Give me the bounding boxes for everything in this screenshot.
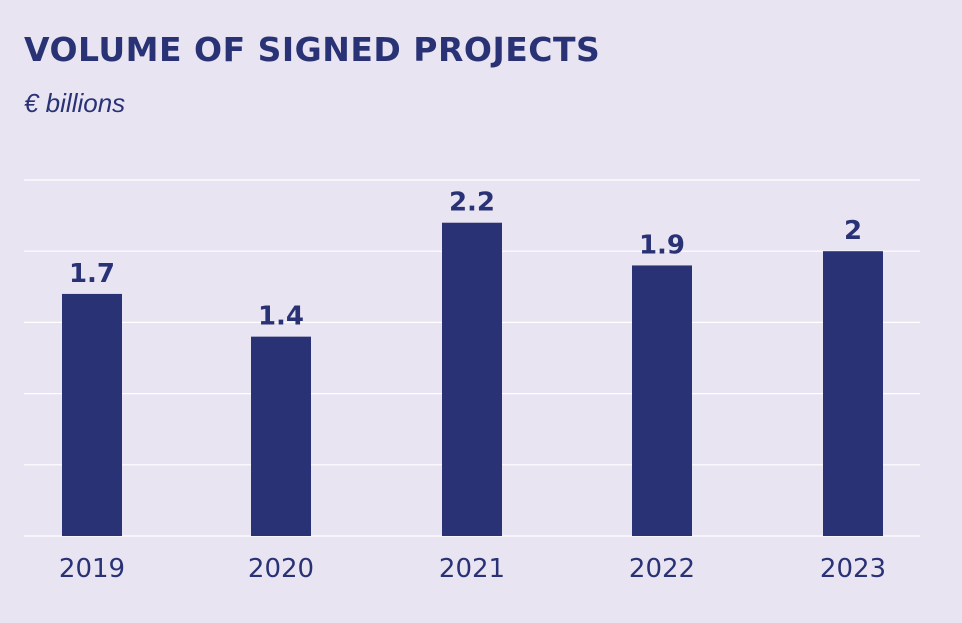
data-label: 1.7: [69, 259, 115, 289]
data-label: 1.4: [258, 302, 304, 332]
bar-2023: [823, 251, 883, 536]
x-tick-label: 2019: [59, 554, 125, 584]
x-tick-label: 2023: [820, 554, 886, 584]
chart-subtitle: € billions: [24, 88, 126, 118]
x-tick-label: 2020: [248, 554, 314, 584]
x-tick-label: 2022: [629, 554, 695, 584]
bar-2020: [251, 336, 311, 536]
chart-title: VOLUME OF SIGNED PROJECTS: [24, 30, 601, 69]
data-label: 2: [844, 216, 862, 246]
bar-2019: [62, 293, 122, 536]
data-label: 2.2: [449, 188, 495, 218]
data-label: 1.9: [639, 230, 685, 260]
x-tick-label: 2021: [439, 554, 505, 584]
bar-2022: [632, 265, 692, 536]
bar-2021: [442, 222, 502, 536]
